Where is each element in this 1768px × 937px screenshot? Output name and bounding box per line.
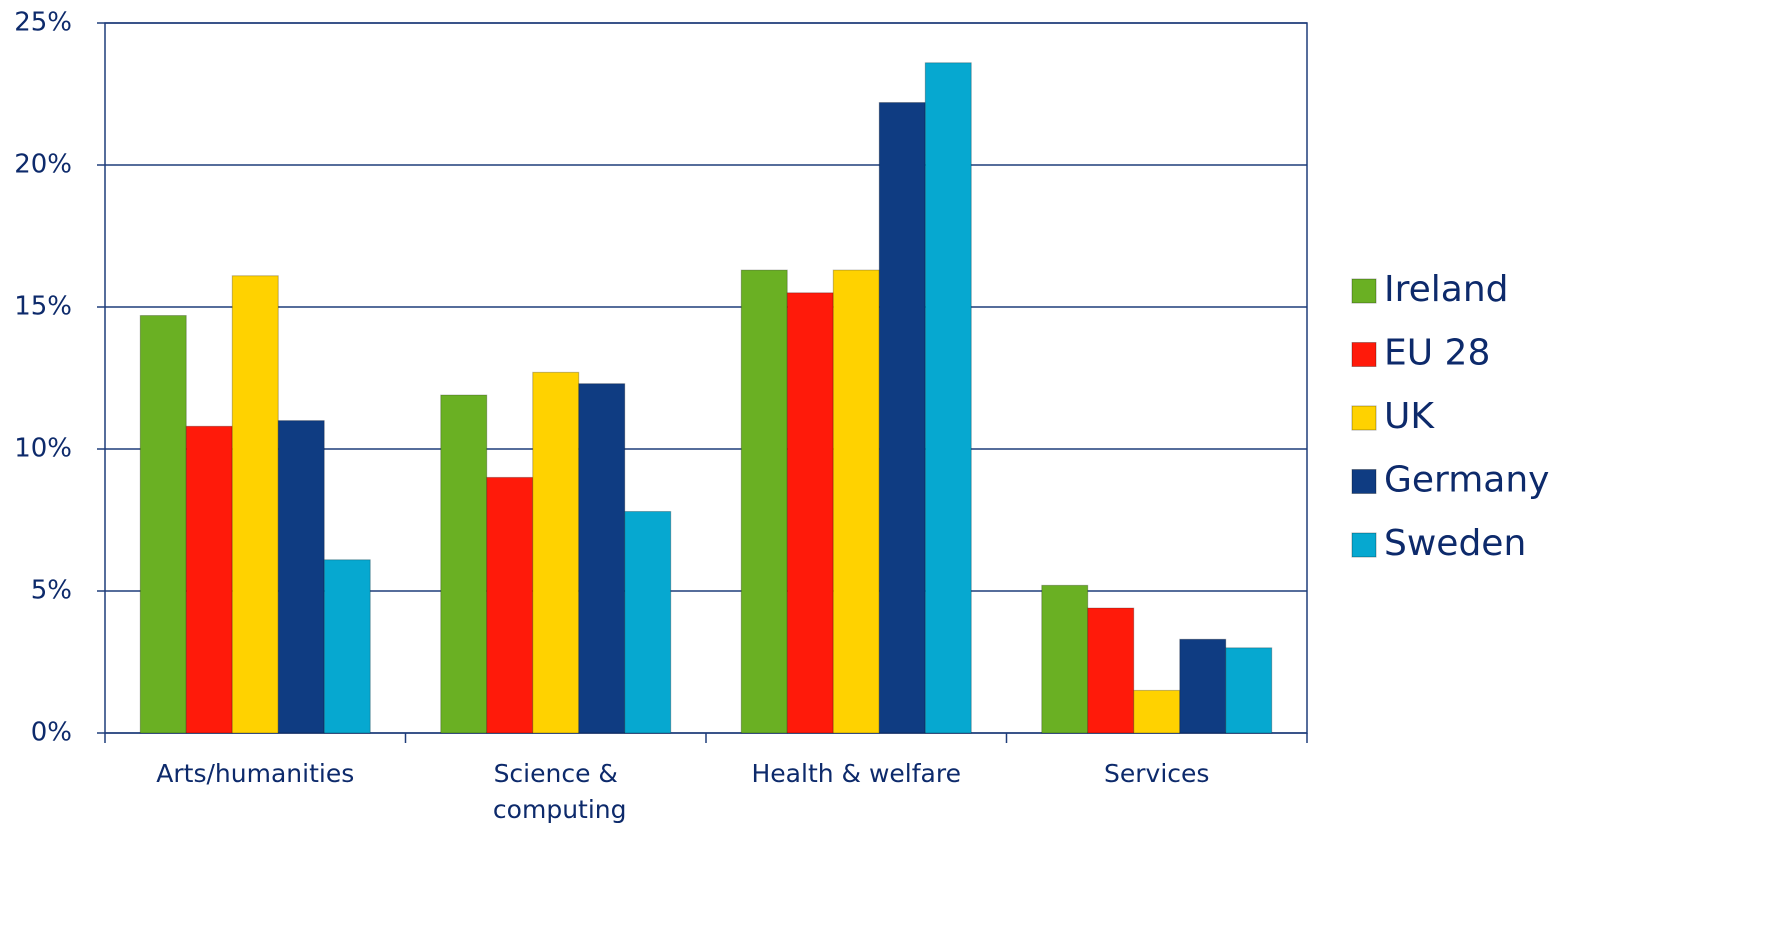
legend-swatch — [1351, 342, 1377, 367]
y-tick-label: 20% — [14, 150, 72, 180]
bar — [924, 62, 972, 734]
x-tick-label: Services — [1104, 759, 1209, 788]
legend-swatch — [1351, 278, 1377, 304]
y-tick-label: 15% — [14, 292, 72, 322]
bar — [878, 102, 926, 734]
bar — [740, 269, 788, 734]
bar — [486, 476, 534, 734]
bar — [1225, 647, 1273, 734]
legend-label: Germany — [1384, 460, 1549, 501]
bar — [323, 559, 371, 734]
bar — [578, 383, 626, 734]
x-tick-label: Arts/humanities — [156, 759, 354, 788]
y-tick-label: 0% — [31, 718, 72, 748]
bar — [185, 425, 233, 734]
legend-label: Sweden — [1384, 523, 1526, 564]
x-tick-label: Health & welfare — [752, 759, 962, 788]
legend-label: UK — [1384, 396, 1435, 437]
bar — [1041, 584, 1089, 734]
bar — [231, 275, 279, 734]
bar — [277, 420, 325, 734]
bar — [139, 315, 187, 734]
legend-swatch — [1351, 405, 1377, 431]
y-tick-label: 25% — [14, 8, 72, 38]
legend-swatch — [1351, 532, 1377, 558]
y-tick-label: 10% — [14, 434, 72, 464]
legend-swatch — [1351, 469, 1377, 494]
bar — [440, 394, 488, 734]
x-tick-label: Science & computing — [485, 759, 627, 824]
bar — [532, 371, 580, 734]
bar — [1179, 638, 1227, 734]
legend-label: Ireland — [1384, 269, 1509, 310]
bar — [832, 269, 880, 734]
bar — [624, 510, 672, 734]
bar — [1133, 689, 1181, 734]
bar — [1087, 607, 1135, 734]
bar — [786, 292, 834, 734]
y-tick-label: 5% — [31, 576, 72, 606]
legend-label: EU 28 — [1384, 333, 1490, 374]
